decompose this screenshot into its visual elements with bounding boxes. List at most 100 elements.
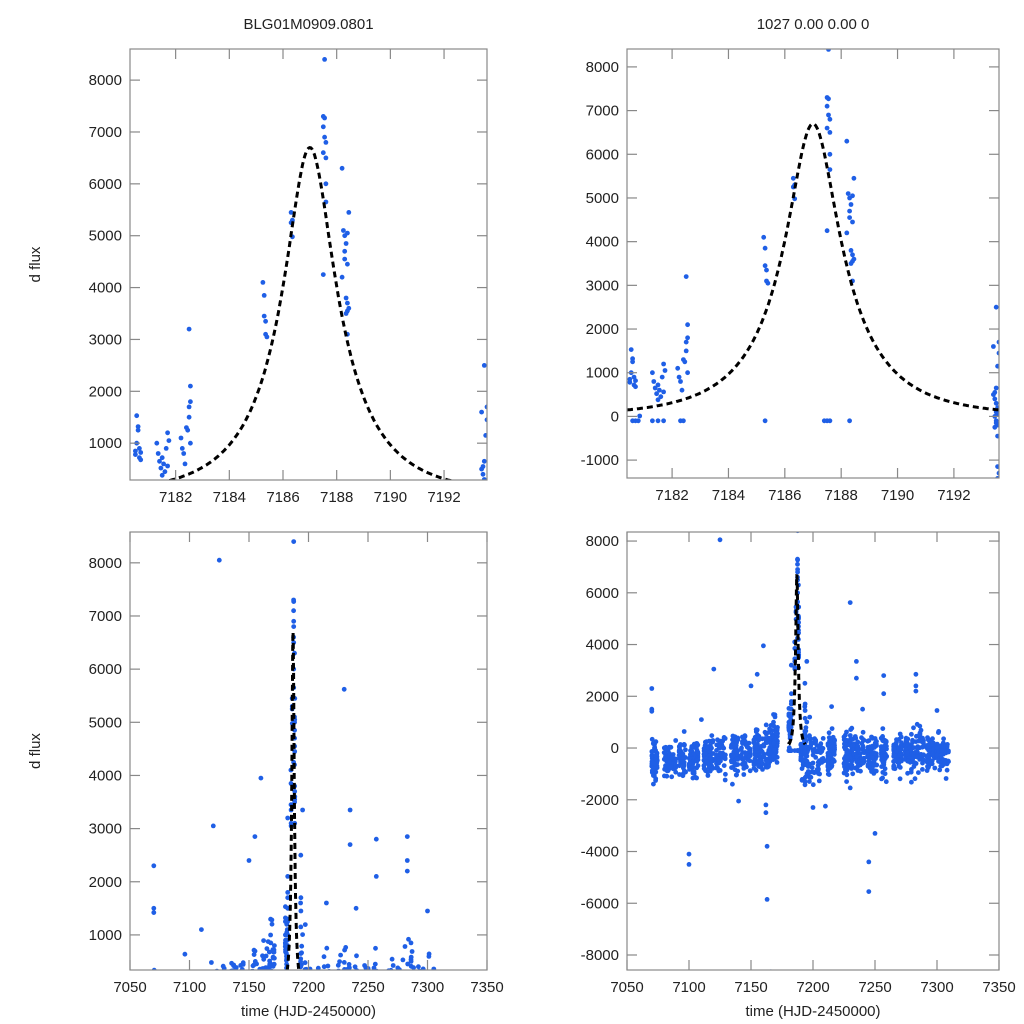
data-point: [199, 927, 204, 932]
data-point: [673, 765, 678, 771]
data-point: [371, 965, 377, 970]
x-tick-label: 7300: [920, 979, 953, 996]
data-point: [686, 756, 692, 761]
y-tick-label: 8000: [586, 533, 619, 550]
data-point: [390, 963, 396, 968]
data-point: [802, 701, 808, 707]
data-point: [182, 461, 188, 467]
data-point: [265, 973, 270, 978]
data-point: [722, 736, 728, 741]
x-tick-label: 7100: [672, 979, 705, 996]
data-point: [680, 751, 686, 757]
data-point: [389, 956, 395, 962]
data-point: [690, 775, 696, 781]
data-point: [860, 760, 866, 766]
data-point: [714, 752, 719, 758]
data-point: [882, 756, 888, 761]
data-point: [238, 963, 244, 968]
data-point: [993, 400, 999, 406]
data-point: [683, 339, 689, 345]
x-tick-label: 7350: [982, 979, 1015, 996]
data-point: [826, 49, 831, 52]
data-point: [744, 744, 750, 750]
y-tick-label: 4000: [586, 234, 619, 251]
data-point: [221, 966, 227, 970]
data-point: [408, 954, 414, 960]
data-point: [761, 234, 767, 240]
data-point: [832, 738, 837, 743]
data-point: [740, 750, 745, 755]
data-point: [762, 418, 768, 424]
data-point: [756, 733, 762, 739]
data-point: [302, 960, 308, 966]
data-point: [897, 731, 903, 737]
data-point: [336, 968, 341, 970]
data-point: [993, 420, 999, 426]
data-point: [828, 765, 833, 771]
data-point: [480, 464, 486, 469]
data-point: [942, 760, 948, 766]
data-point: [816, 778, 822, 784]
data-point: [762, 263, 768, 269]
data-point: [178, 435, 184, 441]
data-point: [288, 210, 294, 215]
data-point: [844, 754, 850, 760]
y-tick-label: -1000: [581, 452, 619, 469]
data-point: [993, 385, 999, 391]
data-point: [735, 737, 741, 743]
data-point: [260, 280, 266, 285]
data-point: [137, 446, 142, 451]
data-point: [320, 150, 326, 156]
data-point: [680, 759, 686, 764]
y-tick-label: 6000: [89, 176, 122, 193]
data-point: [795, 557, 800, 563]
data-point: [774, 760, 780, 765]
data-point: [339, 165, 345, 171]
data-point: [918, 727, 924, 733]
data-point: [271, 974, 276, 979]
data-point: [162, 469, 168, 475]
data-point: [298, 951, 304, 956]
data-point: [892, 758, 898, 764]
plot-frame: [129, 48, 488, 481]
data-point: [683, 747, 688, 753]
data-point: [808, 774, 814, 780]
data-point: [695, 750, 701, 756]
data-point: [771, 740, 777, 746]
data-point: [420, 966, 426, 970]
data-point: [327, 971, 332, 976]
data-point: [851, 175, 857, 181]
data-point: [739, 761, 745, 767]
data-point: [298, 924, 304, 930]
data-point: [182, 951, 188, 957]
x-tick-label: 7182: [159, 489, 192, 506]
data-point: [805, 762, 811, 768]
data-point: [374, 971, 379, 976]
data-point: [216, 557, 222, 563]
data-point: [649, 686, 655, 691]
data-point: [664, 768, 670, 774]
data-point: [263, 953, 269, 959]
data-point: [345, 300, 350, 306]
data-point: [734, 751, 739, 757]
data-point: [807, 779, 812, 784]
data-point: [188, 399, 193, 405]
data-point: [810, 760, 816, 766]
data-point: [405, 973, 410, 978]
data-point: [730, 737, 735, 743]
data-point: [299, 943, 305, 949]
data-point: [396, 971, 401, 976]
data-point: [206, 972, 211, 977]
data-point: [298, 956, 304, 962]
data-point: [163, 446, 169, 451]
data-point: [688, 752, 693, 757]
y-tick-label: 2000: [586, 688, 619, 705]
data-point: [630, 359, 635, 365]
data-point: [848, 248, 854, 253]
data-point: [742, 739, 748, 744]
data-point: [934, 752, 940, 758]
data-point: [827, 116, 833, 122]
data-point: [773, 731, 779, 736]
data-point: [673, 769, 679, 775]
data-point: [909, 731, 914, 737]
